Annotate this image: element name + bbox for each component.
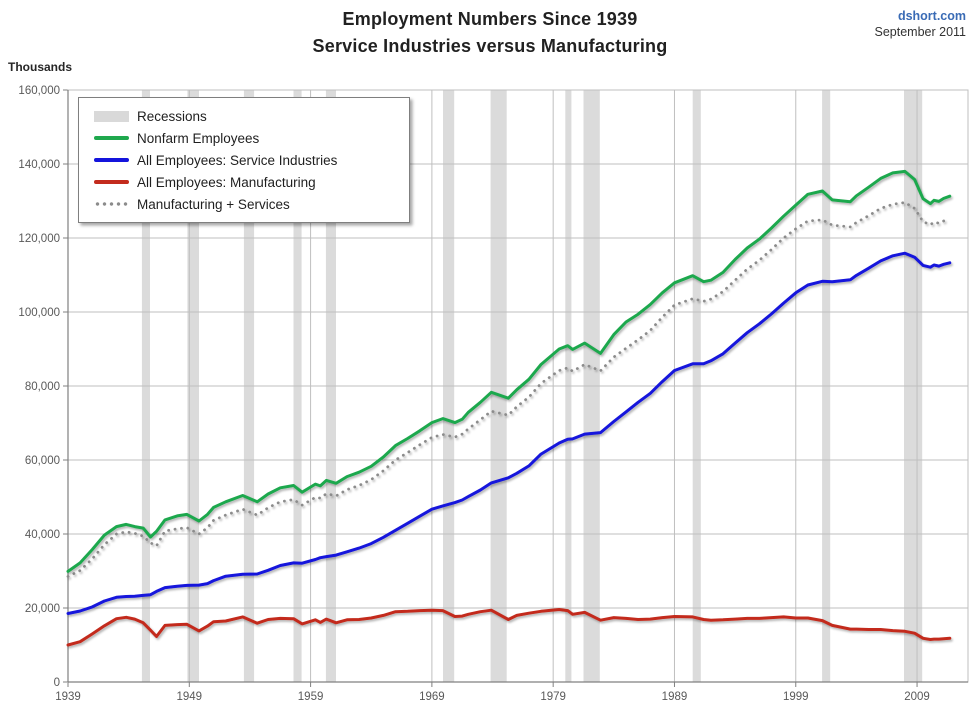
- x-axis-tick-label: 1959: [298, 691, 324, 703]
- x-axis-tick-label: 1969: [419, 691, 445, 703]
- legend-label: Manufacturing + Services: [137, 196, 290, 212]
- legend-label: All Employees: Service Industries: [137, 152, 338, 168]
- y-axis-tick-label: 120,000: [18, 233, 60, 245]
- series-line-all-employees-service-industries: [66, 251, 952, 615]
- y-axis-tick-label: 100,000: [18, 307, 60, 319]
- chart-title: Employment Numbers Since 1939: [342, 9, 638, 29]
- source-site: dshort.com: [897, 9, 966, 23]
- blue-line-swatch: [94, 158, 129, 162]
- series-line-manufacturing-services: [66, 201, 952, 578]
- recession-band-swatch: [94, 110, 129, 122]
- dotted-line-swatch: [94, 201, 129, 207]
- legend-item-mfg-plus-services: Manufacturing + Services: [94, 193, 401, 215]
- x-axis-tick-label: 1999: [783, 691, 809, 703]
- legend-item-nonfarm: Nonfarm Employees: [94, 127, 401, 149]
- x-axis-tick-label: 2009: [904, 691, 930, 703]
- y-axis-tick-label: 60,000: [25, 455, 60, 467]
- y-axis-tick-label: 0: [54, 677, 60, 689]
- chart-title-block: Employment Numbers Since 1939 Service In…: [0, 6, 980, 60]
- x-axis-tick-label: 1979: [540, 691, 566, 703]
- x-axis-tick-label: 1939: [55, 691, 81, 703]
- y-axis-tick-label: 20,000: [25, 603, 60, 615]
- series-line-nonfarm-employees: [66, 169, 952, 573]
- legend-item-services: All Employees: Service Industries: [94, 149, 401, 171]
- y-axis-tick-label: 40,000: [25, 529, 60, 541]
- legend-label: All Employees: Manufacturing: [137, 174, 316, 190]
- legend: Recessions Nonfarm Employees All Employe…: [78, 97, 410, 223]
- series-line-all-employees-manufacturing: [66, 608, 952, 647]
- x-axis-tick-label: 1989: [662, 691, 688, 703]
- source-block: dshort.com September 2011: [875, 8, 967, 40]
- y-axis-title: Thousands: [8, 60, 73, 74]
- legend-item-manufacturing: All Employees: Manufacturing: [94, 171, 401, 193]
- y-axis-tick-label: 160,000: [18, 85, 60, 97]
- legend-label: Nonfarm Employees: [137, 130, 260, 146]
- red-line-swatch: [94, 180, 129, 184]
- legend-label: Recessions: [137, 108, 207, 124]
- legend-item-recessions: Recessions: [94, 105, 401, 127]
- x-axis-tick-label: 1949: [176, 691, 202, 703]
- source-date: September 2011: [874, 25, 967, 39]
- chart-subtitle: Service Industries versus Manufacturing: [312, 36, 668, 56]
- green-line-swatch: [94, 136, 129, 140]
- y-axis-tick-label: 80,000: [25, 381, 60, 393]
- y-axis-tick-label: 140,000: [18, 159, 60, 171]
